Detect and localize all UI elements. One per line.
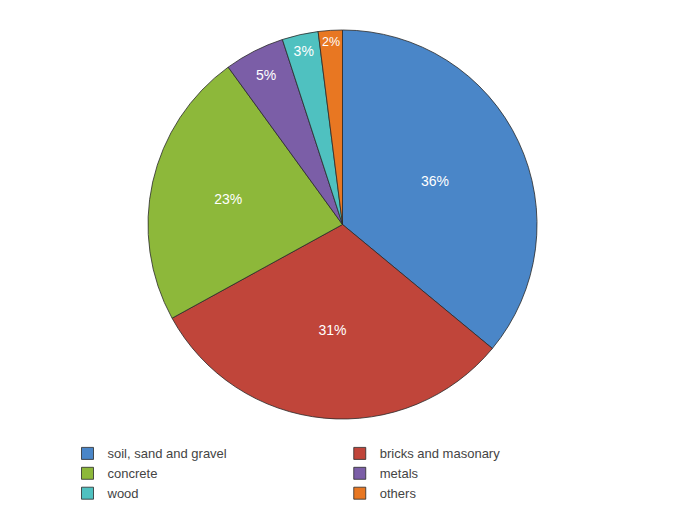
- svg-text:31%: 31%: [318, 322, 346, 338]
- svg-text:others: others: [380, 486, 417, 501]
- svg-text:soil, sand and gravel: soil, sand and gravel: [108, 446, 227, 461]
- svg-text:23%: 23%: [214, 191, 242, 207]
- svg-text:2%: 2%: [322, 35, 340, 49]
- svg-text:36%: 36%: [421, 173, 449, 189]
- svg-text:bricks and masonary: bricks and masonary: [380, 446, 500, 461]
- svg-text:5%: 5%: [256, 67, 276, 83]
- svg-text:concrete: concrete: [108, 466, 158, 481]
- svg-text:metals: metals: [380, 466, 419, 481]
- svg-text:3%: 3%: [294, 43, 314, 59]
- svg-text:wood: wood: [107, 486, 139, 501]
